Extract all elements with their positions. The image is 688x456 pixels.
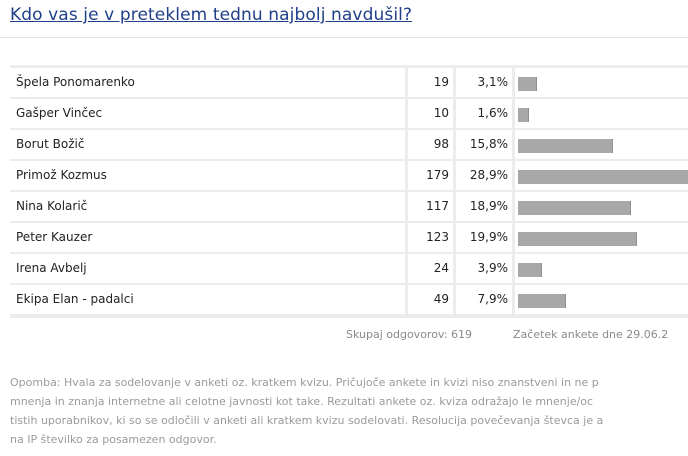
bar-cell — [515, 192, 688, 221]
vote-share-bar — [518, 77, 537, 91]
total-responses: Skupaj odgovorov: 619 — [346, 328, 473, 341]
poll-results-table: Špela Ponomarenko 19 3,1% Gašper Vinčec 10 1,… — [10, 65, 688, 318]
poll-row: Borut Božič 98 15,8% — [10, 130, 688, 159]
vote-percent: 19,9% — [456, 223, 512, 252]
vote-count: 10 — [408, 99, 453, 128]
vote-share-bar — [518, 263, 542, 277]
vote-percent: 15,8% — [456, 130, 512, 159]
vote-count: 49 — [408, 285, 453, 314]
bar-cell — [515, 161, 688, 190]
vote-percent: 1,6% — [456, 99, 512, 128]
bar-cell — [515, 68, 688, 97]
candidate-name: Gašper Vinčec — [10, 99, 405, 128]
vote-percent: 7,9% — [456, 285, 512, 314]
poll-row: Irena Avbelj 24 3,9% — [10, 254, 688, 283]
vote-share-bar — [518, 108, 529, 122]
vote-share-bar — [518, 139, 613, 153]
bar-cell — [515, 285, 688, 314]
poll-row: Nina Kolarič 117 18,9% — [10, 192, 688, 221]
candidate-name: Špela Ponomarenko — [10, 68, 405, 97]
poll-start-date: Začetek ankete dne 29.06.2 — [513, 328, 669, 341]
poll-row: Špela Ponomarenko 19 3,1% — [10, 68, 688, 97]
vote-percent: 3,9% — [456, 254, 512, 283]
vote-count: 24 — [408, 254, 453, 283]
header-divider — [0, 37, 688, 38]
poll-row: Gašper Vinčec 10 1,6% — [10, 99, 688, 128]
vote-count: 19 — [408, 68, 453, 97]
bar-cell — [515, 130, 688, 159]
vote-percent: 3,1% — [456, 68, 512, 97]
candidate-name: Peter Kauzer — [10, 223, 405, 252]
candidate-name: Primož Kozmus — [10, 161, 405, 190]
vote-percent: 28,9% — [456, 161, 512, 190]
vote-share-bar — [518, 294, 566, 308]
poll-row: Ekipa Elan - padalci 49 7,9% — [10, 285, 688, 314]
vote-count: 117 — [408, 192, 453, 221]
poll-row: Peter Kauzer 123 19,9% — [10, 223, 688, 252]
candidate-name: Nina Kolarič — [10, 192, 405, 221]
bar-cell — [515, 223, 688, 252]
poll-title[interactable]: Kdo vas je v preteklem tednu najbolj nav… — [10, 5, 413, 25]
vote-percent: 18,9% — [456, 192, 512, 221]
candidate-name: Ekipa Elan - padalci — [10, 285, 405, 314]
vote-count: 123 — [408, 223, 453, 252]
vote-count: 179 — [408, 161, 453, 190]
candidate-name: Irena Avbelj — [10, 254, 405, 283]
vote-share-bar — [518, 170, 688, 184]
bar-cell — [515, 99, 688, 128]
poll-row: Primož Kozmus 179 28,9% — [10, 161, 688, 190]
vote-share-bar — [518, 232, 637, 246]
vote-share-bar — [518, 201, 631, 215]
bar-cell — [515, 254, 688, 283]
candidate-name: Borut Božič — [10, 130, 405, 159]
disclaimer-note: Opomba: Hvala za sodelovanje v anketi oz… — [10, 376, 604, 446]
vote-count: 98 — [408, 130, 453, 159]
